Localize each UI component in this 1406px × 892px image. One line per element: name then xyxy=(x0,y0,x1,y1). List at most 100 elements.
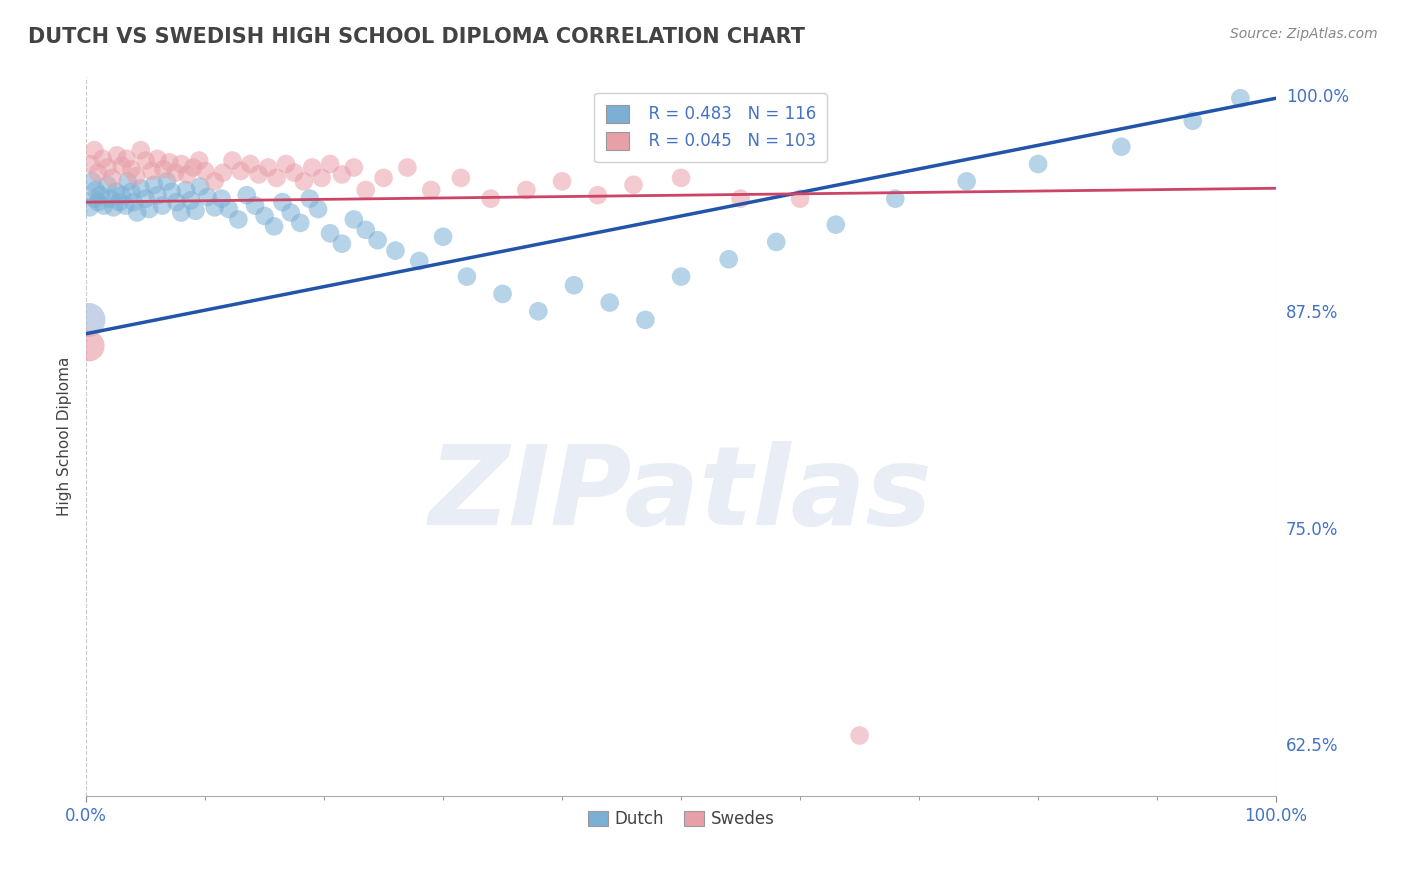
Point xyxy=(271,195,294,210)
Point xyxy=(98,192,121,206)
Point xyxy=(174,183,197,197)
Point xyxy=(274,157,297,171)
Point xyxy=(93,198,115,212)
Point xyxy=(170,157,193,171)
Point xyxy=(634,313,657,327)
Point xyxy=(1229,91,1251,105)
Point xyxy=(396,161,419,175)
Point xyxy=(408,254,430,268)
Point xyxy=(479,192,502,206)
Point xyxy=(229,164,252,178)
Point xyxy=(456,269,478,284)
Point xyxy=(789,192,811,206)
Point xyxy=(319,157,342,171)
Point xyxy=(114,198,136,212)
Point xyxy=(235,188,257,202)
Point xyxy=(257,161,280,175)
Point xyxy=(551,174,574,188)
Point xyxy=(283,166,305,180)
Point xyxy=(247,168,270,182)
Point xyxy=(152,162,174,177)
Point xyxy=(884,192,907,206)
Point xyxy=(115,152,138,166)
Point xyxy=(669,269,692,284)
Point xyxy=(824,218,846,232)
Point xyxy=(138,202,160,216)
Point xyxy=(146,188,169,202)
Point xyxy=(212,166,235,180)
Point xyxy=(330,168,353,182)
Point xyxy=(527,304,550,318)
Point xyxy=(956,174,979,188)
Point xyxy=(188,179,211,194)
Point xyxy=(125,169,148,183)
Point xyxy=(263,219,285,234)
Point xyxy=(450,170,472,185)
Point xyxy=(354,223,377,237)
Point xyxy=(1181,113,1204,128)
Point xyxy=(717,252,740,267)
Point xyxy=(111,188,134,202)
Point xyxy=(184,203,207,218)
Point xyxy=(135,192,157,206)
Point xyxy=(80,157,103,171)
Point xyxy=(197,190,219,204)
Point xyxy=(120,162,142,177)
Point xyxy=(1111,139,1133,153)
Point xyxy=(266,170,288,185)
Point xyxy=(290,216,312,230)
Point xyxy=(218,202,240,216)
Point xyxy=(311,170,333,185)
Point xyxy=(83,143,105,157)
Point xyxy=(80,174,103,188)
Point xyxy=(87,195,110,210)
Point xyxy=(108,195,131,210)
Point xyxy=(77,339,100,353)
Point xyxy=(319,227,342,241)
Point xyxy=(150,198,173,212)
Point xyxy=(91,152,114,166)
Point xyxy=(384,244,406,258)
Point xyxy=(562,278,585,293)
Point xyxy=(330,236,353,251)
Point xyxy=(354,183,377,197)
Point xyxy=(166,195,188,210)
Point xyxy=(156,174,179,188)
Point xyxy=(101,170,124,185)
Point xyxy=(105,148,128,162)
Point xyxy=(180,194,202,208)
Point xyxy=(129,181,152,195)
Point xyxy=(301,161,323,175)
Point xyxy=(188,153,211,168)
Point xyxy=(432,229,454,244)
Point xyxy=(211,192,233,206)
Point xyxy=(96,178,118,192)
Point xyxy=(135,153,157,168)
Point xyxy=(373,170,395,185)
Point xyxy=(146,152,169,166)
Point xyxy=(298,192,321,206)
Text: ZIPatlas: ZIPatlas xyxy=(429,441,934,548)
Point xyxy=(117,174,139,188)
Point xyxy=(165,166,187,180)
Point xyxy=(343,161,366,175)
Text: DUTCH VS SWEDISH HIGH SCHOOL DIPLOMA CORRELATION CHART: DUTCH VS SWEDISH HIGH SCHOOL DIPLOMA COR… xyxy=(28,27,806,46)
Point xyxy=(420,183,443,197)
Text: Source: ZipAtlas.com: Source: ZipAtlas.com xyxy=(1230,27,1378,41)
Point xyxy=(176,168,198,182)
Point xyxy=(730,192,752,206)
Point xyxy=(253,209,276,223)
Point xyxy=(77,313,100,327)
Point xyxy=(127,205,149,219)
Point xyxy=(84,183,107,197)
Point xyxy=(204,174,226,188)
Point xyxy=(194,164,217,178)
Point xyxy=(181,161,204,175)
Point xyxy=(142,178,165,192)
Point xyxy=(307,202,329,216)
Point xyxy=(343,212,366,227)
Point xyxy=(104,185,127,199)
Point xyxy=(83,192,105,206)
Point xyxy=(1026,157,1049,171)
Point xyxy=(96,161,118,175)
